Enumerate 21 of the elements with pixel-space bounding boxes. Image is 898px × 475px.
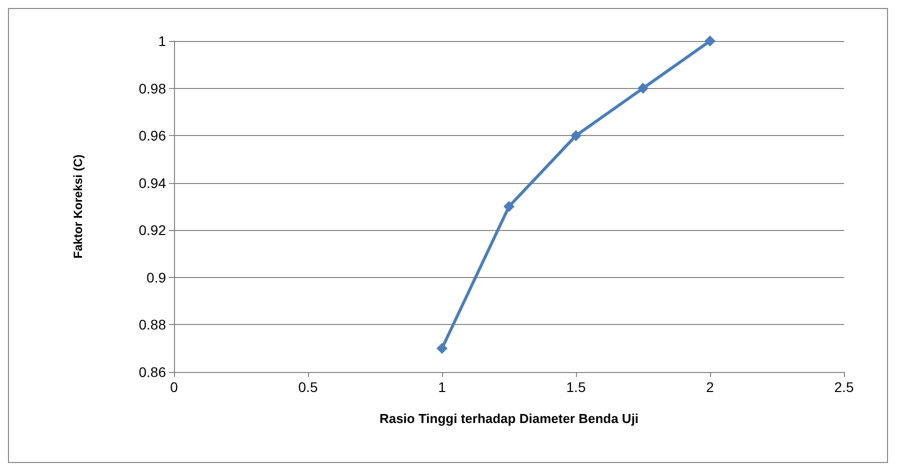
y-tick-label: 0.9 (146, 269, 166, 286)
y-tick-label: 1 (158, 33, 166, 49)
y-tick-label: 0.92 (138, 222, 166, 238)
y-axis-title: Faktor Koreksi (C) (71, 154, 85, 259)
y-tick-label: 0.86 (138, 364, 166, 380)
point (436, 342, 448, 354)
point (704, 36, 716, 46)
point (570, 130, 582, 142)
x-tick-label: 1.5 (566, 379, 586, 395)
point (504, 201, 514, 212)
y-tick-label: 0.94 (138, 174, 166, 191)
y-tick-label: 0.88 (138, 316, 166, 333)
x-axis-title: Rasio Tinggi terhadap Diameter Benda Uji (379, 411, 639, 426)
point (638, 82, 648, 94)
x-tick-label: 2 (706, 379, 714, 395)
x-tick-label: 1 (438, 379, 446, 395)
y-tick-label: 0.98 (138, 80, 166, 96)
x-tick-label: 2.5 (834, 379, 854, 395)
x-tick-label: 0.5 (298, 379, 318, 395)
y-tick-label: 0.96 (138, 128, 166, 144)
x-tick-label: 0 (170, 379, 178, 395)
